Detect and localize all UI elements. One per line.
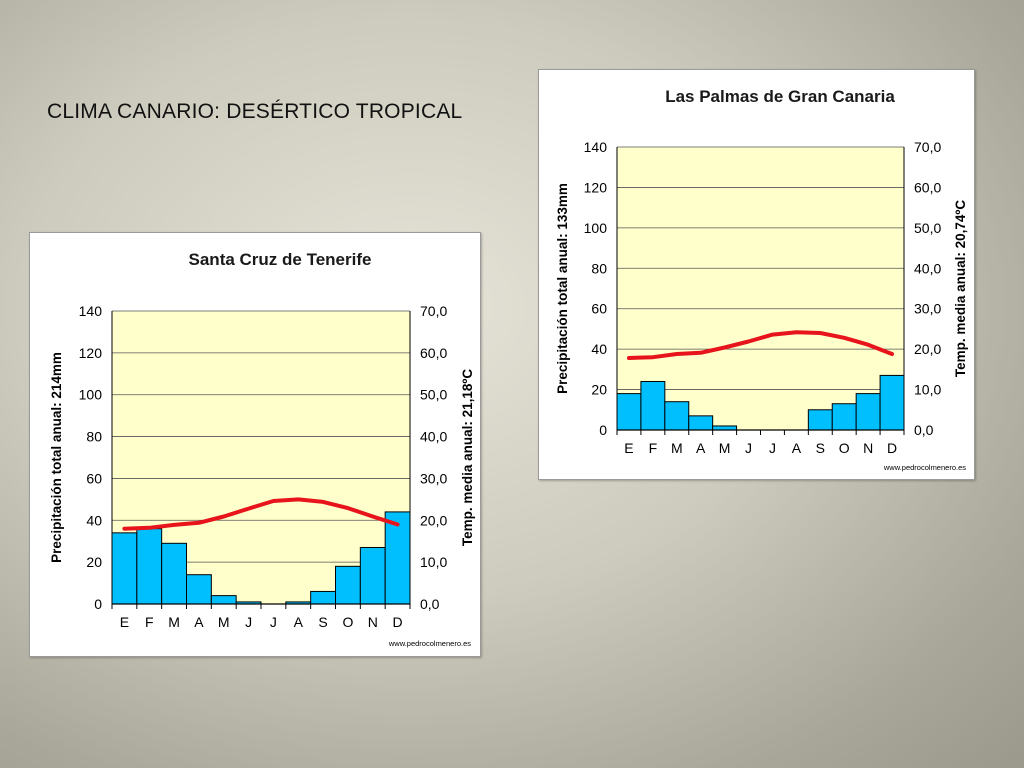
precipitation-bar	[616, 393, 642, 431]
y2-tick-label: 60,0	[420, 345, 447, 361]
credit-text: www.pedrocolmenero.es	[883, 463, 966, 472]
x-tick-label: N	[368, 614, 378, 630]
precipitation-bar	[186, 574, 212, 605]
y-tick-label: 100	[584, 220, 608, 236]
x-tick-label: S	[816, 440, 825, 456]
y-tick-label: 60	[86, 470, 102, 486]
y2-tick-label: 70,0	[914, 139, 941, 155]
precipitation-bar	[384, 511, 411, 605]
x-tick-label: A	[294, 614, 304, 630]
x-tick-label: N	[863, 440, 873, 456]
x-tick-label: F	[145, 614, 154, 630]
x-tick-label: D	[393, 614, 403, 630]
y-tick-label: 20	[86, 554, 102, 570]
y2-axis-label: Temp. media anual: 21,18ºC	[460, 369, 475, 546]
y2-axis-label: Temp. media anual: 20,74ºC	[953, 200, 968, 377]
x-tick-label: M	[218, 614, 230, 630]
x-tick-label: M	[719, 440, 731, 456]
precipitation-bar	[664, 401, 690, 431]
precipitation-bar	[161, 542, 188, 605]
x-tick-label: O	[839, 440, 850, 456]
y-tick-label: 60	[591, 301, 607, 317]
y-tick-label: 40	[86, 512, 102, 528]
y2-tick-label: 30,0	[914, 301, 941, 317]
y-tick-label: 0	[94, 596, 102, 612]
y2-tick-label: 60,0	[914, 179, 941, 195]
climograph-tenerife: 0 20 40 60 80 100 120 140 0,0 10,0 20,0 30,0 40,0 50,…	[49, 250, 475, 648]
y-axis-label: Precipitación total anual: 133mm	[555, 183, 570, 394]
y-tick-label: 140	[79, 303, 103, 319]
climograph-card-las-palmas: 0 20 40 60 80 100 120 140 0,0 10,0 20,0 30,0 40,0 50,…	[538, 69, 975, 480]
precipitation-bar	[855, 393, 881, 431]
x-tick-label: A	[194, 614, 204, 630]
x-tick-label: F	[649, 440, 658, 456]
precipitation-bar	[688, 415, 714, 431]
y2-tick-label: 40,0	[914, 260, 941, 276]
x-tick-label: E	[624, 440, 633, 456]
y2-tick-label: 30,0	[420, 470, 447, 486]
y-axis-label: Precipitación total anual: 214mm	[49, 352, 64, 563]
precipitation-bar	[335, 565, 361, 605]
y2-tick-label: 10,0	[420, 554, 447, 570]
precipitation-bar	[111, 532, 138, 605]
precipitation-bar	[210, 595, 237, 605]
credit-text: www.pedrocolmenero.es	[388, 639, 471, 648]
x-tick-label: J	[245, 614, 252, 630]
x-tick-label: M	[168, 614, 180, 630]
y-tick-label: 80	[86, 429, 102, 445]
x-tick-label: M	[671, 440, 683, 456]
chart-title: Santa Cruz de Tenerife	[189, 250, 372, 269]
y-tick-label: 140	[584, 139, 608, 155]
y2-tick-label: 0,0	[420, 596, 440, 612]
precipitation-bar	[879, 374, 905, 431]
slide-title: CLIMA CANARIO: DESÉRTICO TROPICAL	[47, 100, 463, 123]
y2-tick-label: 50,0	[420, 387, 447, 403]
y-tick-label: 120	[584, 179, 608, 195]
precipitation-bar	[831, 403, 857, 431]
precipitation-bar	[640, 380, 666, 431]
y-tick-label: 80	[591, 260, 607, 276]
x-tick-label: D	[887, 440, 897, 456]
x-tick-label: J	[270, 614, 277, 630]
y-tick-label: 40	[591, 341, 607, 357]
x-tick-label: J	[769, 440, 776, 456]
y2-tick-label: 50,0	[914, 220, 941, 236]
x-tick-label: A	[696, 440, 706, 456]
climograph-las-palmas: 0 20 40 60 80 100 120 140 0,0 10,0 20,0 30,0 40,0 50,…	[555, 87, 968, 472]
precipitation-bar	[712, 425, 738, 431]
precipitation-bar	[310, 590, 336, 605]
y-tick-label: 100	[79, 387, 103, 403]
y2-tick-label: 10,0	[914, 382, 941, 398]
y-tick-label: 120	[79, 345, 103, 361]
y2-tick-label: 20,0	[914, 341, 941, 357]
y2-tick-label: 20,0	[420, 512, 447, 528]
x-tick-label: E	[120, 614, 129, 630]
x-tick-label: A	[792, 440, 802, 456]
temperature-line	[627, 330, 894, 360]
climograph-card-tenerife: 0 20 40 60 80 100 120 140 0,0 10,0 20,0 30,0 40,0 50,…	[29, 232, 481, 657]
x-tick-label: J	[745, 440, 752, 456]
y2-tick-label: 0,0	[914, 422, 934, 438]
precipitation-bar	[359, 546, 386, 605]
x-tick-label: S	[318, 614, 327, 630]
y-tick-label: 0	[599, 422, 607, 438]
precipitation-bar	[136, 528, 163, 605]
y2-tick-label: 70,0	[420, 303, 447, 319]
y-tick-label: 20	[591, 382, 607, 398]
x-tick-label: O	[342, 614, 353, 630]
temperature-line	[122, 497, 400, 531]
y2-tick-label: 40,0	[420, 429, 447, 445]
precipitation-bar	[807, 409, 833, 431]
chart-title: Las Palmas de Gran Canaria	[665, 87, 895, 106]
